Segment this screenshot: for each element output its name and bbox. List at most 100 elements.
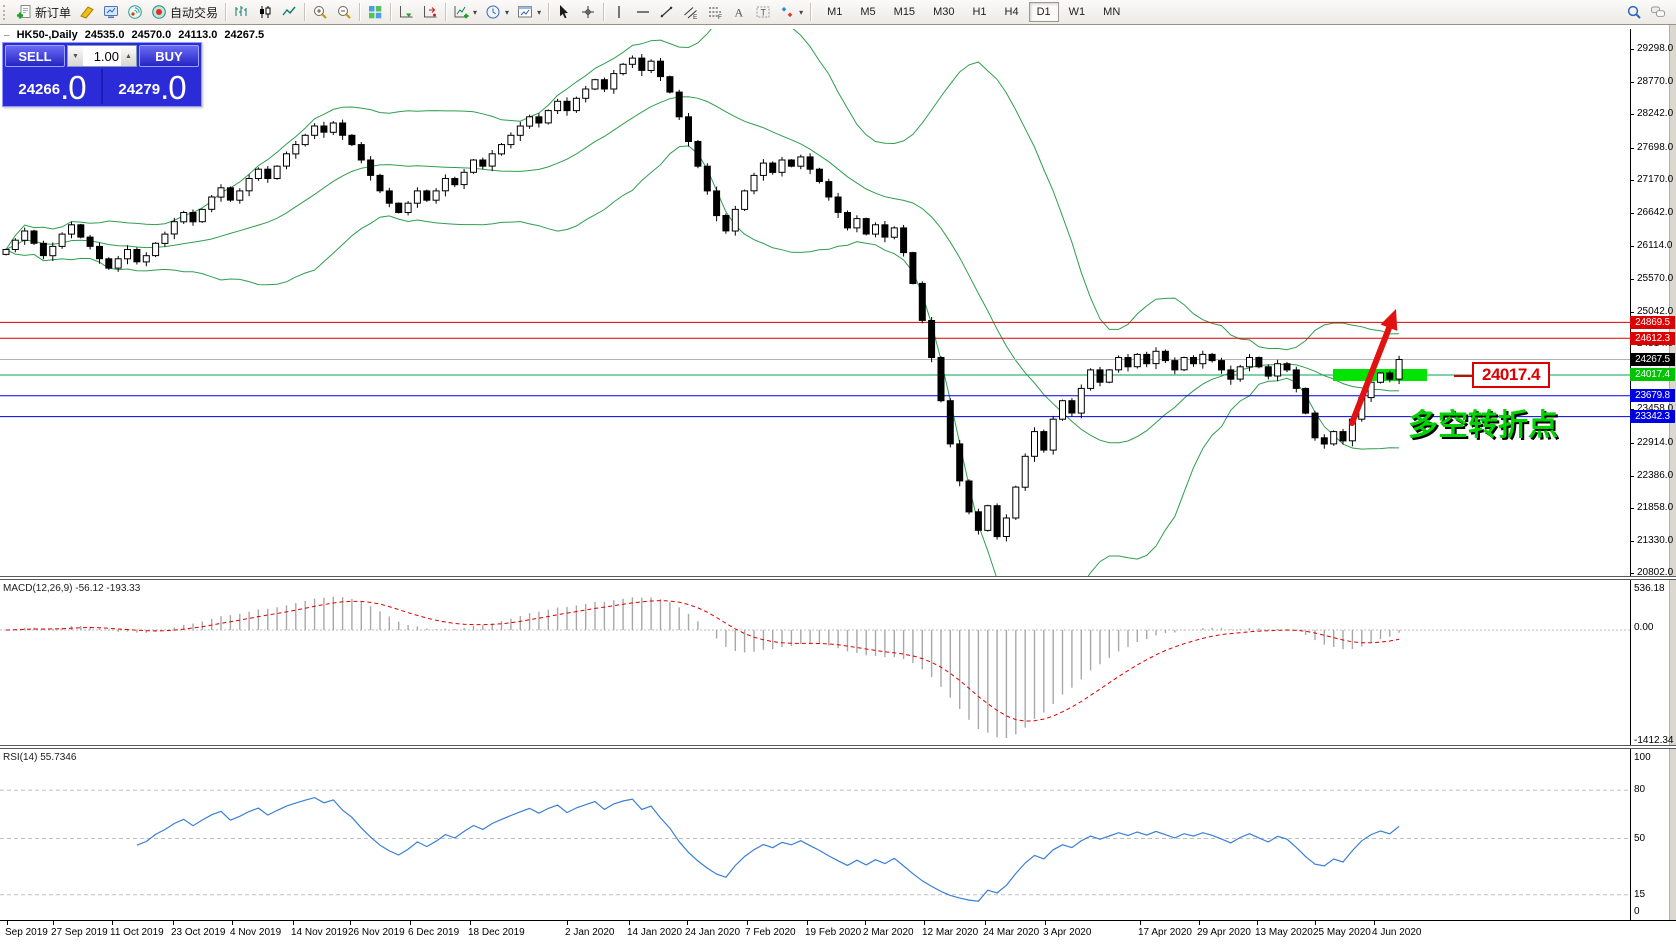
- zoom-out-button[interactable]: [332, 1, 356, 23]
- svg-text:A: A: [735, 6, 744, 20]
- tile-windows-button[interactable]: [363, 1, 387, 23]
- time-axis[interactable]: Sep 2019 27 Sep 2019 11 Oct 2019 23 Oct 201…: [0, 920, 1676, 944]
- fibonacci-tool-button[interactable]: F: [703, 1, 727, 23]
- text-icon: A: [735, 6, 744, 20]
- time-axis-tick: [567, 921, 568, 925]
- indicators-button[interactable]: ▾: [449, 1, 481, 23]
- search-button[interactable]: [1622, 1, 1646, 23]
- candle-body: [787, 159, 795, 167]
- metaeditor-button[interactable]: [75, 1, 99, 23]
- timeframe-m5-button[interactable]: M5: [852, 2, 883, 22]
- text-label-tool-button[interactable]: T: [751, 1, 775, 23]
- time-axis-label: 17 Apr 2020: [1138, 927, 1192, 938]
- candle-body: [1386, 372, 1394, 380]
- timeframe-mn-button[interactable]: MN: [1095, 2, 1128, 22]
- autotrading-label: 自动交易: [170, 5, 219, 20]
- candle-body: [404, 202, 412, 213]
- timeframe-d1-button[interactable]: D1: [1028, 2, 1059, 22]
- volume-input[interactable]: [83, 46, 121, 66]
- horizontal-line-tool-button[interactable]: [631, 1, 655, 23]
- rsi-line: [136, 796, 1400, 902]
- candle-body: [946, 400, 954, 445]
- periods-button[interactable]: ▾: [481, 1, 513, 23]
- volume-increase-button[interactable]: ▲: [121, 46, 136, 66]
- time-axis-label: 24 Jan 2020: [685, 927, 741, 938]
- chart-shift-button[interactable]: [418, 1, 442, 23]
- terminal-button[interactable]: [99, 1, 123, 23]
- panel-separator[interactable]: [0, 576, 1676, 580]
- trendline-tool-button[interactable]: [655, 1, 679, 23]
- time-axis-label: 24 Mar 2020: [983, 927, 1040, 938]
- timeframe-m1-button[interactable]: M1: [819, 2, 850, 22]
- candle-body: [236, 190, 244, 201]
- chat-button[interactable]: [1646, 1, 1670, 23]
- price-axis-tick: [1630, 49, 1634, 50]
- line-chart-button[interactable]: [277, 1, 301, 23]
- time-axis-label: 4 Nov 2019: [230, 927, 282, 938]
- time-axis-label: 11 Oct 2019: [110, 927, 164, 938]
- dropdown-caret-icon: ▾: [473, 7, 478, 17]
- candle-body: [890, 227, 898, 238]
- ohlc-close: 24267.5: [224, 29, 265, 41]
- equidistant-channel-tool-button[interactable]: E: [679, 1, 703, 23]
- rsi-canvas[interactable]: [0, 749, 1630, 920]
- crosshair-tool-button[interactable]: [576, 1, 600, 23]
- timeframe-h4-button[interactable]: H4: [997, 2, 1027, 22]
- candle-body: [563, 100, 571, 112]
- cursor-tool-button[interactable]: [552, 1, 576, 23]
- tile-windows-icon: [369, 6, 382, 19]
- price-callout-connector: [1454, 375, 1472, 377]
- candle-body: [348, 134, 356, 146]
- new-order-button[interactable]: 新订单: [12, 1, 75, 23]
- symbol-period-label: HK50-,Daily: [16, 29, 78, 41]
- toolbar-separator: [304, 3, 306, 21]
- candle-body: [722, 215, 730, 232]
- trade-panel-controls: SELL ▼ ▲ BUY: [3, 43, 201, 69]
- time-axis-tick: [173, 921, 174, 925]
- sell-price[interactable]: 24266 .0: [3, 69, 101, 104]
- price-axis-tick-label: 25042.0: [1637, 306, 1674, 317]
- panel-separator[interactable]: [0, 745, 1676, 749]
- autotrading-button[interactable]: 自动交易: [147, 1, 222, 23]
- templates-button[interactable]: ▾: [513, 1, 545, 23]
- auto-scroll-icon: [400, 6, 413, 18]
- volume-spinner: ▼ ▲: [67, 45, 137, 67]
- price-callout-label: 24017.4: [1472, 362, 1550, 388]
- price-axis-tick: [1630, 213, 1634, 214]
- signals-button[interactable]: [123, 1, 147, 23]
- time-axis-tick: [1315, 921, 1316, 925]
- text-tool-button[interactable]: A: [727, 1, 751, 23]
- timeframe-m30-button[interactable]: M30: [925, 2, 962, 22]
- candle-body: [881, 224, 889, 238]
- buy-price[interactable]: 24279 .0: [101, 69, 201, 104]
- timeframe-m15-button[interactable]: M15: [886, 2, 923, 22]
- candle-body: [329, 122, 337, 133]
- candle-body: [909, 252, 917, 285]
- trend-arrow-head: [1380, 309, 1398, 331]
- quick-trade-toggle-icon[interactable]: –: [4, 29, 10, 41]
- candlestick-chart-button[interactable]: [253, 1, 277, 23]
- sell-button[interactable]: SELL: [5, 45, 65, 67]
- auto-scroll-button[interactable]: [394, 1, 418, 23]
- arrows-tool-button[interactable]: ▾: [775, 1, 807, 23]
- timeframe-h1-button[interactable]: H1: [964, 2, 994, 22]
- bar-chart-button[interactable]: [229, 1, 253, 23]
- macd-signal-line: [5, 600, 1400, 722]
- candle-body: [834, 196, 842, 213]
- candle-body: [460, 171, 468, 186]
- time-axis-label: 6 Dec 2019: [408, 927, 460, 938]
- macd-canvas[interactable]: [0, 580, 1630, 746]
- time-axis-tick: [1257, 921, 1258, 925]
- time-axis-tick: [53, 921, 54, 925]
- candle-body: [1274, 363, 1282, 377]
- volume-decrease-button[interactable]: ▼: [68, 46, 83, 66]
- svg-text:F: F: [718, 14, 722, 20]
- timeframe-w1-button[interactable]: W1: [1061, 2, 1094, 22]
- rsi-axis-value: 100: [1634, 752, 1651, 763]
- buy-button[interactable]: BUY: [139, 45, 199, 67]
- time-axis-tick: [924, 921, 925, 925]
- main-chart-canvas[interactable]: [0, 29, 1630, 577]
- candle-body: [1330, 431, 1338, 445]
- zoom-in-button[interactable]: [308, 1, 332, 23]
- vertical-line-tool-button[interactable]: [607, 1, 631, 23]
